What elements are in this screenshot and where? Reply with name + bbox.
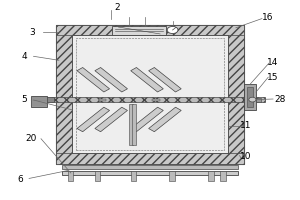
Bar: [35, 97, 265, 102]
Polygon shape: [131, 107, 163, 132]
Text: 5: 5: [22, 95, 28, 104]
Bar: [129, 104, 133, 145]
Text: 10: 10: [240, 152, 251, 161]
Polygon shape: [77, 107, 110, 132]
Bar: [152, 99, 160, 101]
Bar: [56, 25, 244, 35]
Circle shape: [167, 26, 178, 34]
Bar: [247, 87, 253, 107]
Polygon shape: [131, 67, 163, 92]
Text: 16: 16: [262, 13, 274, 22]
Bar: [56, 153, 244, 164]
Text: 2: 2: [114, 3, 120, 12]
Polygon shape: [148, 67, 181, 92]
Bar: [208, 171, 214, 181]
Bar: [228, 25, 244, 164]
Bar: [47, 97, 54, 102]
Bar: [62, 165, 238, 169]
Bar: [56, 25, 244, 164]
Polygon shape: [95, 107, 128, 132]
Bar: [76, 38, 224, 150]
Polygon shape: [77, 67, 110, 92]
Text: 28: 28: [274, 95, 286, 104]
Bar: [62, 171, 238, 175]
Text: 15: 15: [267, 73, 278, 82]
Polygon shape: [148, 107, 181, 132]
Text: 3: 3: [29, 28, 35, 37]
Bar: [244, 84, 256, 110]
Polygon shape: [95, 67, 128, 92]
Text: 14: 14: [267, 58, 278, 67]
Text: 4: 4: [22, 52, 27, 61]
Bar: [56, 25, 72, 164]
Text: 11: 11: [240, 121, 251, 130]
Text: 20: 20: [25, 134, 36, 143]
Bar: [130, 171, 136, 181]
Circle shape: [249, 97, 256, 102]
Bar: [169, 171, 175, 181]
Bar: [95, 171, 100, 181]
Bar: [99, 99, 106, 101]
Text: 6: 6: [17, 175, 23, 184]
Bar: [31, 96, 47, 107]
Bar: [112, 26, 166, 35]
Bar: [68, 171, 73, 181]
Bar: [132, 104, 136, 145]
Bar: [256, 98, 261, 102]
Bar: [72, 35, 228, 153]
Bar: [220, 171, 226, 181]
